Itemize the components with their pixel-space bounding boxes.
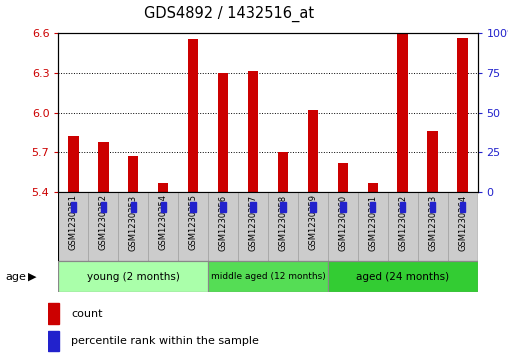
Bar (430, 202, 435, 212)
Bar (397, 33, 408, 192)
Bar (48, 303, 59, 324)
Text: GSM1230363: GSM1230363 (428, 195, 437, 251)
Bar (340, 202, 345, 212)
Text: GSM1230361: GSM1230361 (368, 195, 377, 250)
Bar (328, 192, 358, 261)
Bar (418, 192, 448, 261)
Bar (58, 261, 208, 292)
Text: percentile rank within the sample: percentile rank within the sample (71, 336, 259, 346)
Text: aged (24 months): aged (24 months) (356, 272, 449, 282)
Text: GSM1230352: GSM1230352 (99, 195, 108, 250)
Bar (388, 192, 418, 261)
Text: age: age (5, 272, 26, 282)
Text: middle aged (12 months): middle aged (12 months) (211, 272, 325, 281)
Text: GSM1230358: GSM1230358 (278, 195, 288, 250)
Bar (298, 192, 328, 261)
Bar (220, 202, 226, 212)
Bar (457, 38, 468, 192)
Bar (58, 192, 88, 261)
Bar (268, 192, 298, 261)
Text: count: count (71, 309, 103, 319)
Bar (208, 192, 238, 261)
Text: ▶: ▶ (28, 272, 37, 282)
Bar (310, 202, 315, 212)
Bar (158, 183, 169, 192)
Bar (188, 39, 198, 192)
Bar (308, 110, 318, 192)
Bar (71, 202, 76, 212)
Text: GDS4892 / 1432516_at: GDS4892 / 1432516_at (144, 5, 313, 22)
Bar (248, 71, 258, 192)
Text: GSM1230364: GSM1230364 (458, 195, 467, 250)
Bar (178, 192, 208, 261)
Bar (427, 131, 438, 192)
Bar (131, 202, 136, 212)
Bar (280, 202, 285, 212)
Text: GSM1230356: GSM1230356 (218, 195, 228, 250)
Text: GSM1230354: GSM1230354 (158, 195, 168, 250)
Bar (161, 202, 166, 212)
Bar (250, 202, 256, 212)
Bar (118, 192, 148, 261)
Bar (278, 152, 288, 192)
Bar (98, 142, 109, 192)
Bar (48, 331, 59, 351)
Text: GSM1230353: GSM1230353 (129, 195, 138, 250)
Bar (190, 202, 196, 212)
Bar (338, 163, 348, 192)
Text: GSM1230362: GSM1230362 (398, 195, 407, 250)
Bar (148, 192, 178, 261)
Bar (238, 192, 268, 261)
Bar (128, 156, 139, 192)
Text: young (2 months): young (2 months) (87, 272, 180, 282)
Bar (448, 192, 478, 261)
Text: GSM1230360: GSM1230360 (338, 195, 347, 250)
Bar (460, 202, 465, 212)
Bar (400, 202, 405, 212)
Bar (367, 183, 378, 192)
Bar (218, 73, 228, 192)
Bar (370, 202, 375, 212)
Bar (88, 192, 118, 261)
Bar (101, 202, 106, 212)
Bar (68, 136, 79, 192)
Text: GSM1230351: GSM1230351 (69, 195, 78, 250)
Text: GSM1230355: GSM1230355 (188, 195, 198, 250)
Text: GSM1230359: GSM1230359 (308, 195, 318, 250)
Bar (358, 192, 388, 261)
Bar (328, 261, 478, 292)
Text: GSM1230357: GSM1230357 (248, 195, 258, 250)
Bar (208, 261, 328, 292)
